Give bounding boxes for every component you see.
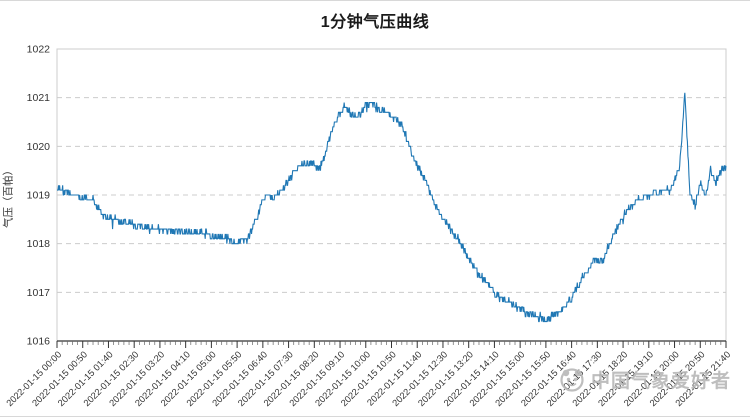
y-tick-label: 1016 bbox=[27, 336, 51, 348]
pressure-line bbox=[57, 92, 727, 323]
y-tick-label: 1022 bbox=[27, 44, 51, 56]
y-tick-label: 1017 bbox=[27, 287, 51, 299]
y-tick-label: 1021 bbox=[27, 92, 51, 104]
y-tick-label: 1018 bbox=[27, 238, 51, 250]
y-tick-label: 1019 bbox=[27, 190, 51, 202]
y-tick-label: 1020 bbox=[27, 141, 51, 153]
chart-title: 1分钟气压曲线 bbox=[320, 14, 430, 31]
